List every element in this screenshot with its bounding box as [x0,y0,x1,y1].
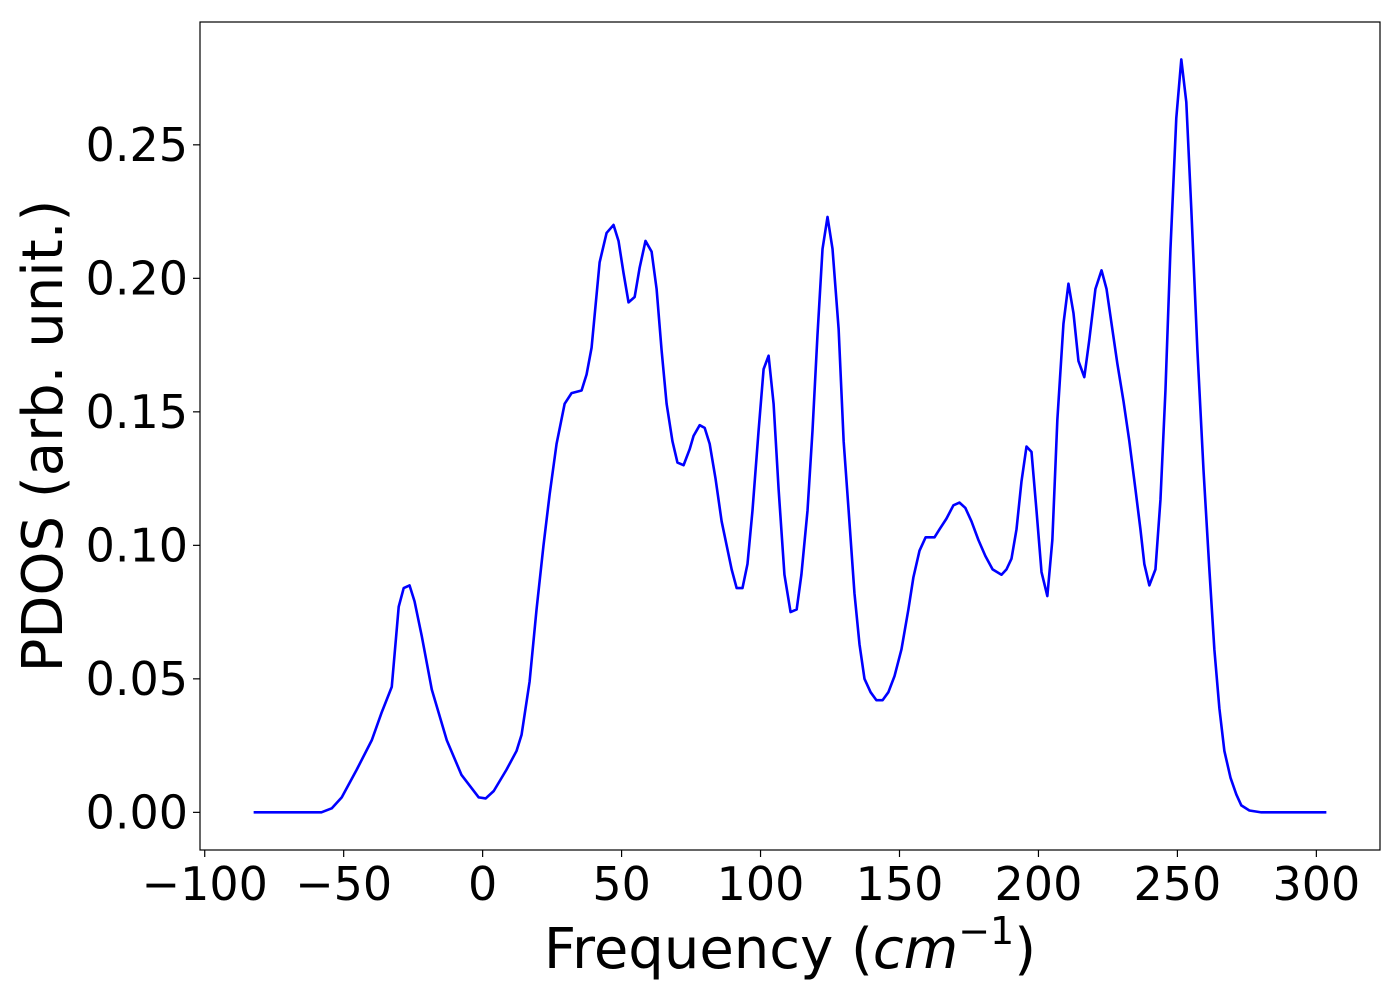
x-tick-label: 50 [592,857,651,911]
y-axis-label: PDOS (arb. unit.) [11,200,76,673]
x-tick-label: 100 [717,857,805,911]
data-line [253,58,1327,814]
y-tick-label: 0.05 [86,652,188,706]
x-tick-label: 200 [995,857,1083,911]
x-label-text: Frequency ( [544,917,873,982]
x-tick-label: 0 [468,857,497,911]
y-tick-label: 0.20 [86,251,188,305]
y-tick-label: 0.10 [86,518,188,572]
x-axis-label: Frequency (cm−1) [544,909,1036,982]
y-tick-label: 0.00 [86,785,188,839]
x-label-close: ) [1014,917,1036,982]
x-tick-label: 300 [1272,857,1360,911]
x-label-exponent: −1 [958,909,1014,953]
x-label-unit: cm [873,917,958,982]
y-tick-label: 0.25 [86,118,188,172]
x-tick-label: 150 [856,857,944,911]
x-tick-label: 250 [1133,857,1221,911]
plot-frame [199,21,1381,851]
y-tick-label: 0.15 [86,385,188,439]
x-tick-label: −100 [142,857,268,911]
x-tick-label: −50 [295,857,392,911]
